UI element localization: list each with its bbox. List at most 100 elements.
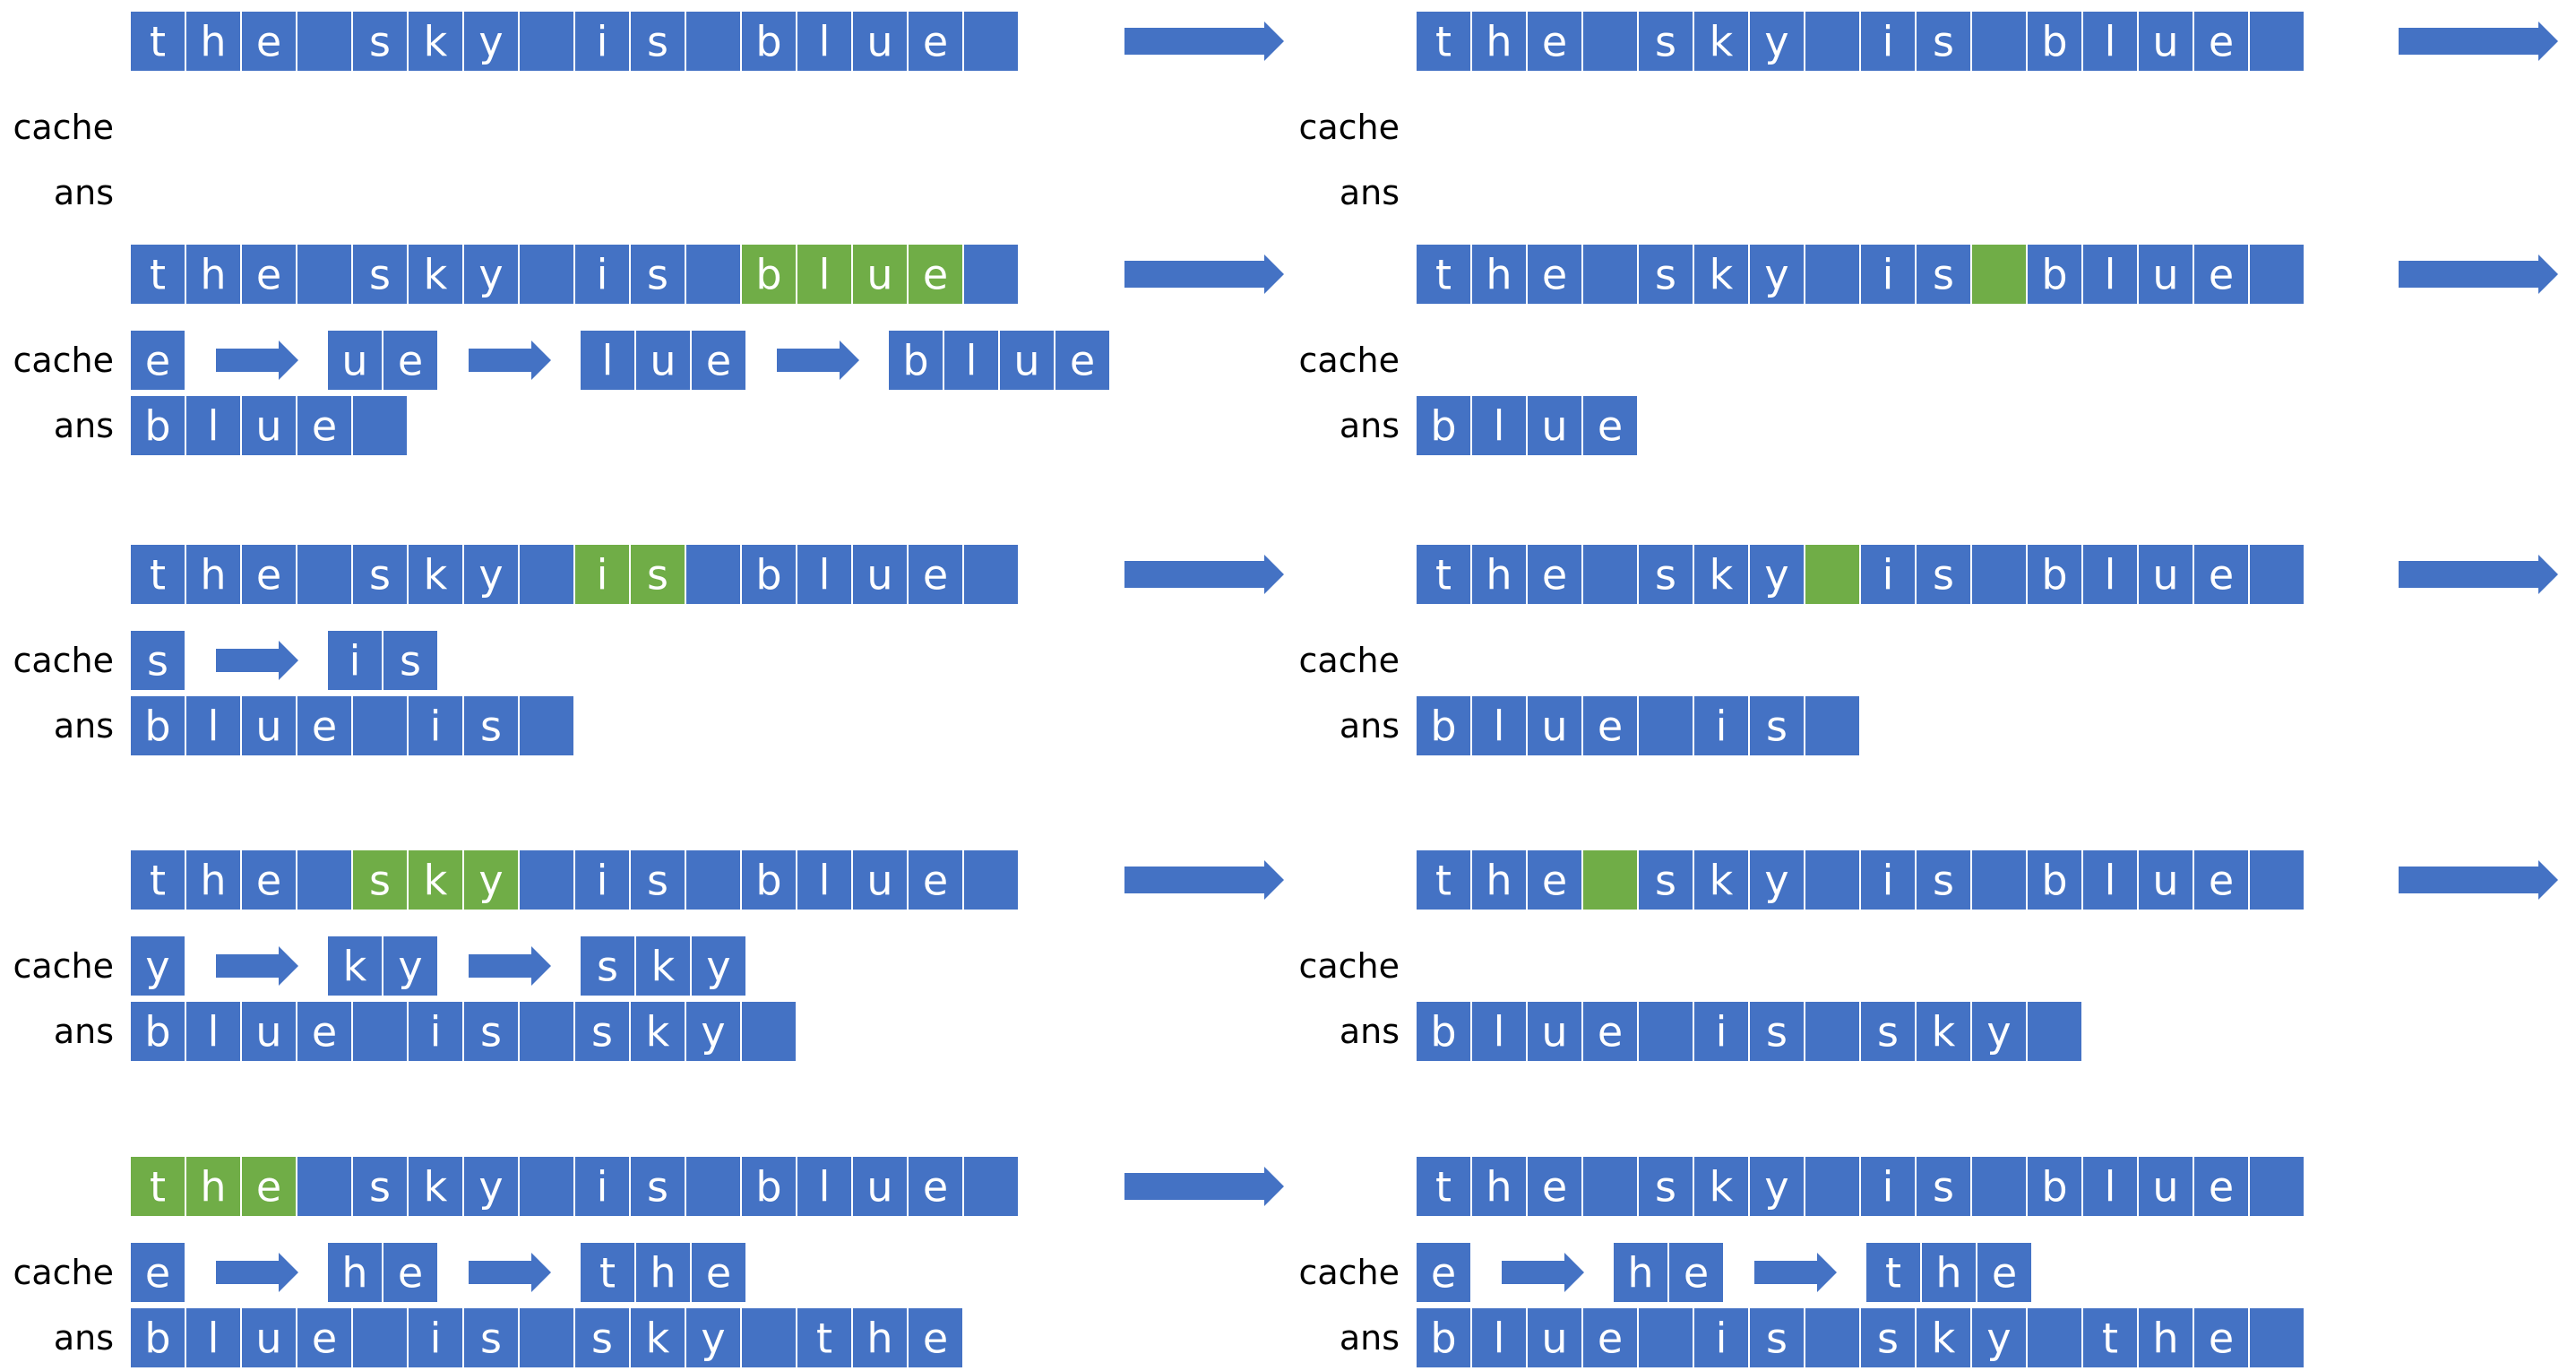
cell: [685, 10, 742, 73]
cell-char: i: [597, 551, 608, 599]
cell-char: t: [599, 1249, 616, 1298]
next-step-arrow: [2399, 254, 2558, 294]
cell-char: u: [255, 1008, 281, 1056]
cell-char: i: [1882, 1163, 1894, 1211]
cell: [518, 10, 575, 73]
cache-step-arrow: [469, 1253, 551, 1292]
cell-char: e: [1542, 857, 1567, 905]
cell-char: h: [200, 551, 226, 599]
highlighted-cell: [462, 849, 520, 911]
cell: [351, 694, 409, 757]
cell: [1637, 10, 1694, 73]
ans-label: ans: [54, 706, 114, 746]
cell-char: t: [150, 251, 166, 299]
cell: [2026, 543, 2083, 606]
highlighted-cell: [796, 243, 853, 306]
cell-char: l: [2105, 1163, 2116, 1211]
cell: [685, 1000, 742, 1063]
cell: [1054, 329, 1111, 392]
cache-label: cache: [1298, 641, 1400, 680]
cache-state-1: s: [129, 629, 186, 692]
cache-state-1: y: [129, 935, 186, 997]
cell: [1470, 394, 1528, 457]
cell-char: b: [755, 251, 781, 299]
ans-label: ans: [54, 1318, 114, 1358]
cell: [629, 1000, 686, 1063]
cache-label: cache: [13, 108, 114, 147]
cell: [998, 329, 1055, 392]
cell-char: i: [597, 1163, 608, 1211]
cell-char: u: [866, 857, 892, 905]
cell: [1859, 543, 1917, 606]
cell-char: b: [144, 1315, 170, 1363]
highlighted-cell: [240, 1155, 297, 1218]
cache-label: cache: [1298, 1253, 1400, 1292]
cell: [462, 1000, 520, 1063]
cell: [1748, 1000, 1805, 1063]
next-step-arrow: [2399, 22, 2558, 61]
cell: [1693, 849, 1750, 911]
cell-char: t: [2102, 1315, 2118, 1363]
cell: [326, 329, 383, 392]
ans-label: ans: [1340, 173, 1400, 212]
cell: [1581, 1000, 1639, 1063]
cell-char: h: [341, 1249, 367, 1298]
cell-char: i: [1882, 251, 1894, 299]
cell: [1415, 1241, 1472, 1304]
cell-char: u: [1541, 1008, 1567, 1056]
cell-char: s: [647, 251, 668, 299]
cell: [1693, 243, 1750, 306]
cell: [129, 543, 186, 606]
cell: [1748, 543, 1805, 606]
cell-char: s: [1655, 857, 1676, 905]
cell-char: t: [1435, 18, 1452, 66]
cell-char: t: [150, 551, 166, 599]
cell: [129, 629, 186, 692]
cell-char: s: [1766, 1008, 1788, 1056]
cell-char: u: [341, 337, 367, 385]
cell-char: u: [2152, 857, 2178, 905]
cell: [1859, 1000, 1917, 1063]
cell-char: e: [2209, 1315, 2234, 1363]
cell-char: s: [147, 637, 168, 686]
cell: [240, 243, 297, 306]
cell: [351, 1000, 409, 1063]
cell-char: h: [1486, 551, 1512, 599]
cell-char: u: [866, 551, 892, 599]
cell: [2193, 243, 2250, 306]
cell: [1970, 1000, 2028, 1063]
cell-char: u: [866, 18, 892, 66]
cache-state-1: e: [129, 329, 186, 392]
cell: [518, 694, 575, 757]
cell-char: b: [2041, 1163, 2067, 1211]
cell: [1526, 1000, 1583, 1063]
cache-step-arrow: [469, 341, 551, 380]
cell: [573, 10, 631, 73]
cell-char: e: [1542, 18, 1567, 66]
cell-char: k: [651, 943, 676, 991]
cell-char: t: [1435, 857, 1452, 905]
highlighted-cell: [573, 543, 631, 606]
cell-char: l: [819, 857, 831, 905]
cell-char: l: [1494, 1315, 1505, 1363]
cell-char: u: [1541, 402, 1567, 451]
next-step-arrow: [1124, 22, 1284, 61]
cell-char: y: [1764, 1163, 1788, 1211]
cell: [296, 10, 353, 73]
cell-char: b: [755, 551, 781, 599]
cell: [296, 394, 353, 457]
cache-label: cache: [13, 641, 114, 680]
cell-char: s: [1655, 18, 1676, 66]
cell: [240, 10, 297, 73]
cell: [407, 694, 464, 757]
cell-char: s: [647, 18, 668, 66]
cell-char: u: [866, 251, 892, 299]
cell: [1976, 1241, 2033, 1304]
cell-char: u: [2152, 18, 2178, 66]
cell-char: l: [819, 18, 831, 66]
cell: [2137, 243, 2194, 306]
